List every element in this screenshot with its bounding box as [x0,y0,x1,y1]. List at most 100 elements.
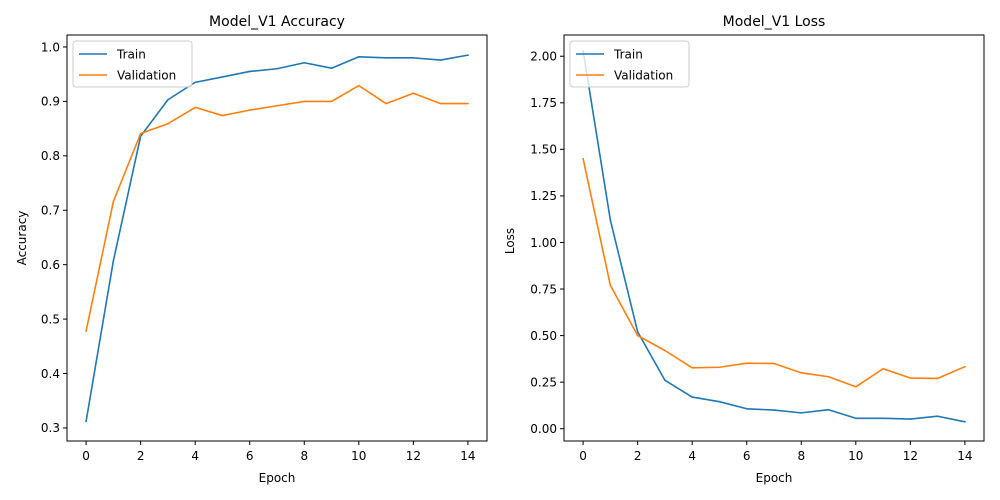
accuracy-legend-train-label: Train [116,48,146,62]
loss-legend: Train Validation [569,40,690,88]
loss-validation-point [582,157,584,160]
loss-y-tick-label: 0.50 [530,329,557,343]
loss-y-tick-label: 1.50 [530,143,557,157]
accuracy-y-axis-label: Accuracy [15,211,29,266]
accuracy-x-tick-label: 6 [246,449,254,463]
accuracy-validation-point [467,102,469,105]
accuracy-validation-point [139,132,142,135]
accuracy-validation-point [330,100,333,103]
loss-train-point [800,412,803,414]
accuracy-y-tick-label: 1.0 [41,40,60,54]
accuracy-train-point [412,57,415,59]
accuracy-validation-point [276,104,278,107]
loss-train-point [773,409,775,411]
loss-validation-point [909,377,912,379]
accuracy-train-point [276,67,278,70]
accuracy-train-point [221,76,224,78]
accuracy-plot-title: Model_V1 Accuracy [209,14,345,30]
accuracy-x-tick-label: 2 [137,449,145,463]
accuracy-x-tick-label: 4 [191,449,199,463]
accuracy-train-point [194,81,196,84]
loss-plot-frame [563,34,985,442]
accuracy-x-tick-label: 10 [351,449,366,463]
loss-validation-point [773,362,775,365]
accuracy-validation-point [221,114,224,117]
accuracy-y-tick-label: 0.6 [41,258,60,272]
accuracy-train-point [303,61,306,64]
loss-plot-title: Model_V1 Loss [723,14,826,30]
loss-train-point [936,415,939,418]
loss-y-tick-label: 1.25 [530,189,557,203]
loss-validation-point [855,386,857,388]
loss-x-tick-label: 10 [848,449,863,463]
loss-y-tick-label: 1.75 [530,96,557,110]
loss-validation-point [964,365,966,368]
loss-train-point [609,219,612,221]
loss-train-point [964,421,966,423]
loss-train-point [855,417,857,420]
accuracy-validation-point [248,109,251,111]
accuracy-x-tick-label: 8 [300,449,308,463]
accuracy-legend-validation-label: Validation [117,69,176,83]
loss-y-tick-label: 0.00 [530,422,557,436]
loss-train-point [882,417,884,420]
accuracy-x-tick-label: 14 [460,449,475,463]
accuracy-y-ticks: 0.3 0.4 0.5 0.6 0.7 0.8 0.9 1.0 [41,40,67,435]
accuracy-plot-frame [66,34,488,442]
loss-y-tick-label: 1.00 [530,236,557,250]
loss-validation-point [691,367,693,369]
loss-validation-point [745,362,748,364]
accuracy-train-point [385,57,387,59]
accuracy-train-point [439,59,442,61]
loss-train-point [664,379,666,382]
accuracy-validation-point [358,84,360,87]
loss-y-tick-label: 0.75 [530,282,557,296]
loss-validation-point [718,366,721,369]
accuracy-validation-point [412,92,415,95]
accuracy-train-point [85,420,87,423]
loss-x-tick-label: 0 [579,449,587,463]
loss-x-tick-label: 2 [634,449,642,463]
loss-validation-point [882,367,884,370]
accuracy-validation-point [112,200,115,203]
accuracy-train-point [358,55,360,58]
accuracy-y-tick-label: 0.4 [41,367,60,381]
accuracy-y-tick-label: 0.5 [41,312,60,326]
loss-x-tick-label: 4 [688,449,696,463]
loss-x-tick-label: 14 [957,449,972,463]
loss-validation-point [827,375,830,378]
accuracy-validation-point [439,102,442,105]
loss-x-tick-label: 8 [797,449,805,463]
loss-validation-point [636,334,639,337]
loss-validation-point [800,372,803,374]
loss-y-axis-label: Loss [503,228,517,254]
loss-y-tick-label: 0.25 [530,375,557,389]
accuracy-train-point [248,70,251,73]
loss-train-point [718,400,721,403]
accuracy-x-tick-label: 12 [406,449,421,463]
loss-train-point [827,408,830,411]
accuracy-y-tick-label: 0.7 [41,204,60,218]
accuracy-x-tick-label: 0 [82,449,90,463]
accuracy-y-tick-label: 0.9 [41,95,60,109]
loss-train-point [909,418,912,420]
accuracy-series-layer [85,54,469,423]
accuracy-train-point [112,260,115,262]
loss-x-tick-label: 6 [743,449,751,463]
loss-validation-point [609,284,612,287]
accuracy-y-tick-label: 0.3 [41,421,60,435]
accuracy-train-point [167,98,169,101]
loss-x-axis-label: Epoch [756,471,793,485]
accuracy-validation-point [194,106,196,109]
loss-train-point [691,396,693,398]
accuracy-validation-point [303,100,306,103]
loss-train-point [636,331,639,333]
loss-validation-point [936,377,939,380]
accuracy-legend: Train Validation [72,40,193,88]
loss-legend-train-label: Train [613,48,643,62]
accuracy-x-axis-label: Epoch [259,471,296,485]
loss-validation-point [664,349,666,352]
accuracy-x-ticks: 0 2 4 6 8 10 12 14 [82,441,476,463]
loss-x-tick-label: 12 [903,449,918,463]
